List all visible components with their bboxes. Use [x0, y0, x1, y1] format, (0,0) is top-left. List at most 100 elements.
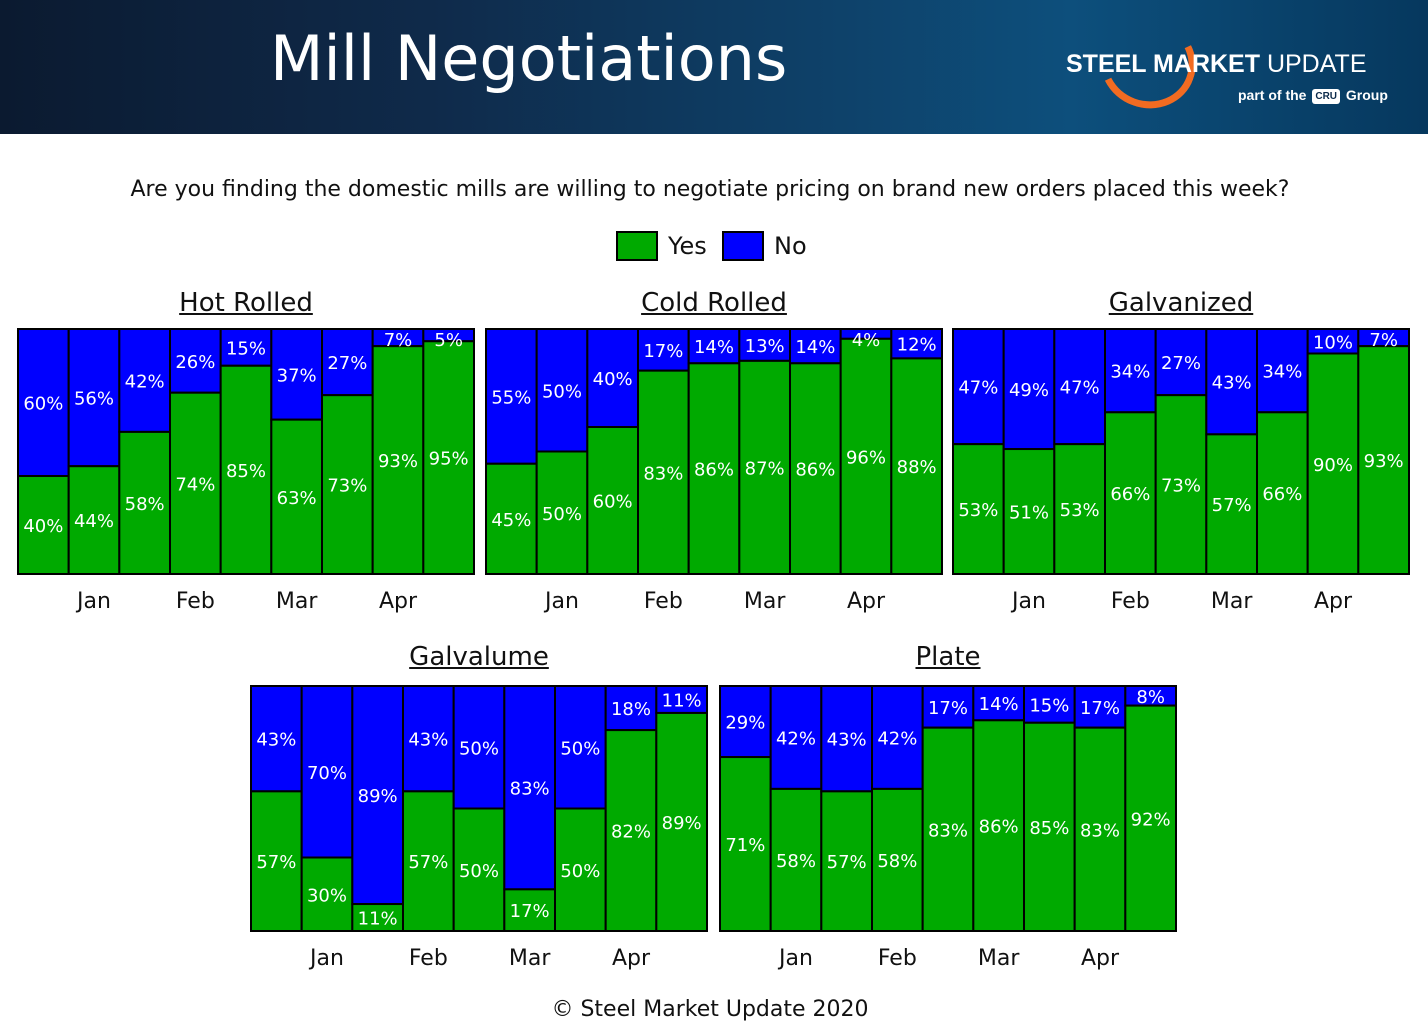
month-label-Feb: Feb [878, 946, 917, 971]
label-no-2: 43% [827, 730, 867, 751]
bar-no-0 [485, 328, 538, 465]
month-label-Jan: Jan [75, 589, 111, 614]
label-yes-6: 50% [560, 861, 600, 882]
bar-yes-1 [769, 787, 823, 933]
label-no-8: 8% [1136, 687, 1165, 708]
label-no-5: 83% [510, 779, 550, 800]
bar-yes-0 [485, 462, 538, 575]
bar-no-0 [17, 328, 70, 477]
label-yes-1: 44% [74, 511, 114, 532]
bar-yes-7 [839, 337, 893, 575]
label-no-4: 15% [226, 338, 266, 359]
month-label-Feb: Feb [644, 589, 683, 614]
label-yes-0: 53% [958, 500, 998, 521]
bar-yes-1 [1002, 448, 1056, 575]
chart-cold-rolled: 55% 45% 50% 50% 40% 60% 17% 83% 14% 86% 13% 87% 14% 8… [485, 328, 944, 614]
month-label-Feb: Feb [1111, 589, 1150, 614]
bar-no-7 [604, 685, 658, 732]
chart-legend: Yes No [614, 230, 834, 264]
label-yes-4: 83% [928, 820, 968, 841]
label-yes-2: 53% [1060, 500, 1100, 521]
label-yes-1: 58% [776, 851, 816, 872]
label-yes-4: 73% [1161, 476, 1201, 497]
bar-no-3 [637, 328, 690, 372]
label-no-0: 29% [725, 713, 765, 734]
bar-yes-7 [1306, 352, 1360, 575]
label-yes-8: 95% [429, 449, 469, 470]
bar-no-5 [738, 328, 791, 362]
bar-yes-7 [371, 345, 425, 576]
bar-no-6 [554, 685, 607, 810]
label-no-5: 14% [979, 694, 1019, 715]
label-yes-7: 96% [846, 447, 886, 468]
label-no-0: 47% [958, 378, 998, 399]
logo-name: STEEL MARKET UPDATE [1066, 50, 1367, 79]
cru-badge: CRU [1312, 88, 1341, 104]
label-yes-6: 86% [795, 460, 835, 481]
label-no-5: 37% [277, 365, 317, 386]
label-yes-5: 17% [510, 901, 550, 922]
bar-yes-1 [300, 856, 354, 932]
legend-yes-swatch [616, 231, 658, 261]
panel-title-cold-rolled: Cold Rolled [641, 288, 787, 318]
label-no-6: 50% [560, 738, 600, 759]
bar-yes-3 [871, 787, 924, 933]
label-yes-5: 86% [979, 817, 1019, 838]
label-no-3: 43% [408, 730, 448, 751]
label-yes-6: 66% [1262, 484, 1302, 505]
month-label-Jan: Jan [777, 946, 813, 971]
bar-no-3 [402, 685, 455, 793]
month-label-Mar: Mar [509, 946, 551, 971]
month-label-Feb: Feb [409, 946, 448, 971]
bar-yes-7 [1073, 726, 1127, 933]
bar-yes-7 [604, 729, 658, 932]
label-yes-7: 83% [1080, 820, 1120, 841]
bar-no-2 [351, 685, 405, 906]
bar-no-2 [820, 685, 874, 793]
panel-title-hot-rolled: Hot Rolled [179, 288, 313, 318]
bar-yes-5 [738, 359, 791, 575]
bar-no-4 [452, 685, 506, 810]
month-label-Jan: Jan [308, 946, 344, 971]
panel-title-galvanized: Galvanized [1108, 288, 1254, 318]
bar-yes-4 [219, 364, 273, 575]
label-yes-4: 85% [226, 461, 266, 482]
label-yes-3: 66% [1110, 484, 1150, 505]
bar-yes-6 [1256, 411, 1309, 575]
label-no-7: 17% [1080, 698, 1120, 719]
month-label-Apr: Apr [379, 589, 418, 614]
label-no-5: 43% [1212, 373, 1252, 394]
label-yes-4: 50% [459, 861, 499, 882]
label-no-3: 17% [643, 341, 683, 362]
label-yes-0: 71% [725, 835, 765, 856]
bar-yes-8 [655, 711, 709, 933]
label-yes-4: 86% [694, 460, 734, 481]
month-label-Apr: Apr [847, 589, 886, 614]
label-yes-3: 74% [175, 474, 215, 495]
month-label-Feb: Feb [176, 589, 215, 614]
label-yes-1: 30% [307, 885, 347, 906]
month-label-Apr: Apr [1314, 589, 1353, 614]
label-no-8: 7% [1369, 330, 1398, 351]
bar-yes-8 [1124, 704, 1178, 932]
label-yes-8: 92% [1131, 809, 1171, 830]
panel-title-galvalume: Galvalume [409, 642, 549, 672]
label-yes-5: 57% [1212, 495, 1252, 516]
month-label-Jan: Jan [543, 589, 579, 614]
bar-yes-5 [503, 888, 556, 933]
label-yes-6: 73% [327, 476, 367, 497]
label-no-3: 42% [877, 728, 917, 749]
label-yes-3: 83% [643, 463, 683, 484]
label-no-2: 40% [593, 369, 633, 390]
label-yes-7: 93% [378, 451, 418, 472]
logo-brand-tail: UPDATE [1266, 50, 1367, 78]
month-label-Mar: Mar [1211, 589, 1253, 614]
bar-yes-4 [921, 726, 975, 933]
bar-yes-3 [637, 369, 690, 576]
label-no-6: 15% [1029, 695, 1069, 716]
chart-plate: 29% 71% 42% 58% 43% 57% 42% 58% 17% 83% 14% 86% 15% 8… [719, 685, 1178, 971]
label-no-1: 56% [74, 389, 114, 410]
bar-no-8 [655, 685, 709, 714]
label-no-7: 10% [1313, 332, 1353, 353]
chart-galvalume: 43% 57% 70% 30% 89% 11% 43% 57% 50% 50% 83% 17% 50% 5… [250, 685, 709, 971]
